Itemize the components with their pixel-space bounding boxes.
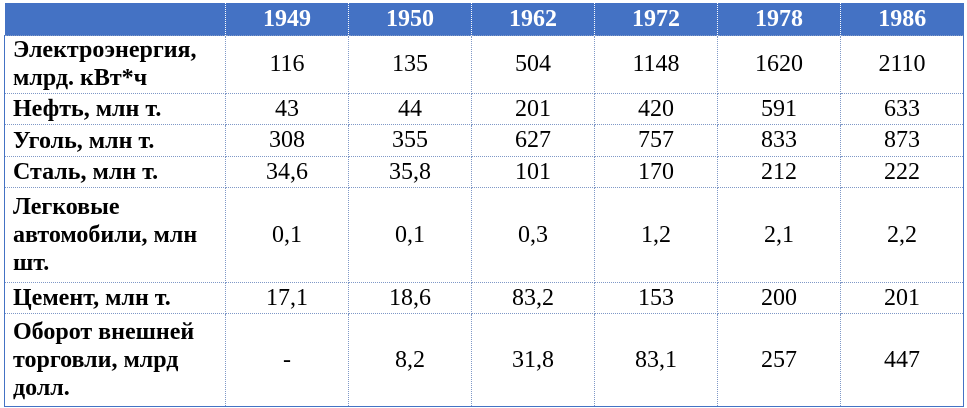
table-cell: 101: [471, 155, 595, 189]
table-cell: 591: [717, 92, 841, 126]
table-cell: 83,1: [594, 313, 718, 407]
table-row: Электроэнергия, млрд. кВт*ч 116 135 504 …: [4, 35, 964, 94]
year-header: 1949: [225, 3, 349, 36]
table-cell: 135: [348, 35, 472, 94]
table-cell: 2,1: [717, 187, 841, 283]
table-row: Цемент, млн т. 17,1 18,6 83,2 153 200 20…: [4, 281, 964, 315]
table-cell: 31,8: [471, 313, 595, 407]
table-cell: 83,2: [471, 281, 595, 315]
table-cell: -: [225, 313, 349, 407]
table-cell: 1148: [594, 35, 718, 94]
table-cell: 873: [840, 124, 964, 157]
table-cell: 833: [717, 124, 841, 157]
row-label: Сталь, млн т.: [4, 155, 226, 189]
table-cell: 420: [594, 92, 718, 126]
table-row: Сталь, млн т. 34,6 35,8 101 170 212 222: [4, 155, 964, 189]
table-cell: 44: [348, 92, 472, 126]
table-cell: 0,1: [348, 187, 472, 283]
table-cell: 257: [717, 313, 841, 407]
table-cell: 8,2: [348, 313, 472, 407]
table-cell: 1620: [717, 35, 841, 94]
table-cell: 201: [471, 92, 595, 126]
row-label: Уголь, млн т.: [4, 124, 226, 157]
table-row: Уголь, млн т. 308 355 627 757 833 873: [4, 124, 964, 157]
table-cell: 0,1: [225, 187, 349, 283]
table-cell: 201: [840, 281, 964, 315]
row-label: Оборот внешней торговли, млрд долл.: [4, 313, 226, 407]
year-header: 1972: [594, 3, 718, 36]
table-row: Легковые автомобили, млн шт. 0,1 0,1 0,3…: [4, 187, 964, 283]
table-cell: 116: [225, 35, 349, 94]
row-label: Нефть, млн т.: [4, 92, 226, 126]
table-cell: 308: [225, 124, 349, 157]
year-header: 1986: [840, 3, 964, 36]
table-cell: 2110: [840, 35, 964, 94]
table-cell: 633: [840, 92, 964, 126]
row-label: Легковые автомобили, млн шт.: [4, 187, 226, 283]
table-cell: 222: [840, 155, 964, 189]
table-cell: 170: [594, 155, 718, 189]
year-header: 1978: [717, 3, 841, 36]
table-cell: 757: [594, 124, 718, 157]
table-cell: 212: [717, 155, 841, 189]
corner-header: [4, 3, 226, 36]
table-cell: 35,8: [348, 155, 472, 189]
row-label: Цемент, млн т.: [4, 281, 226, 315]
table-cell: 17,1: [225, 281, 349, 315]
table-cell: 0,3: [471, 187, 595, 283]
table-row: Оборот внешней торговли, млрд долл. - 8,…: [4, 313, 964, 407]
table-cell: 43: [225, 92, 349, 126]
year-header: 1962: [471, 3, 595, 36]
table-row: Нефть, млн т. 43 44 201 420 591 633: [4, 92, 964, 126]
header-row: 1949 1950 1962 1972 1978 1986: [4, 3, 964, 36]
table-cell: 504: [471, 35, 595, 94]
row-label: Электроэнергия, млрд. кВт*ч: [4, 35, 226, 94]
table-cell: 200: [717, 281, 841, 315]
table-cell: 34,6: [225, 155, 349, 189]
table-cell: 627: [471, 124, 595, 157]
table-cell: 153: [594, 281, 718, 315]
table-cell: 18,6: [348, 281, 472, 315]
table-cell: 447: [840, 313, 964, 407]
statistics-table: 1949 1950 1962 1972 1978 1986 Электроэне…: [4, 3, 964, 407]
table-cell: 355: [348, 124, 472, 157]
year-header: 1950: [348, 3, 472, 36]
table-cell: 1,2: [594, 187, 718, 283]
table-cell: 2,2: [840, 187, 964, 283]
